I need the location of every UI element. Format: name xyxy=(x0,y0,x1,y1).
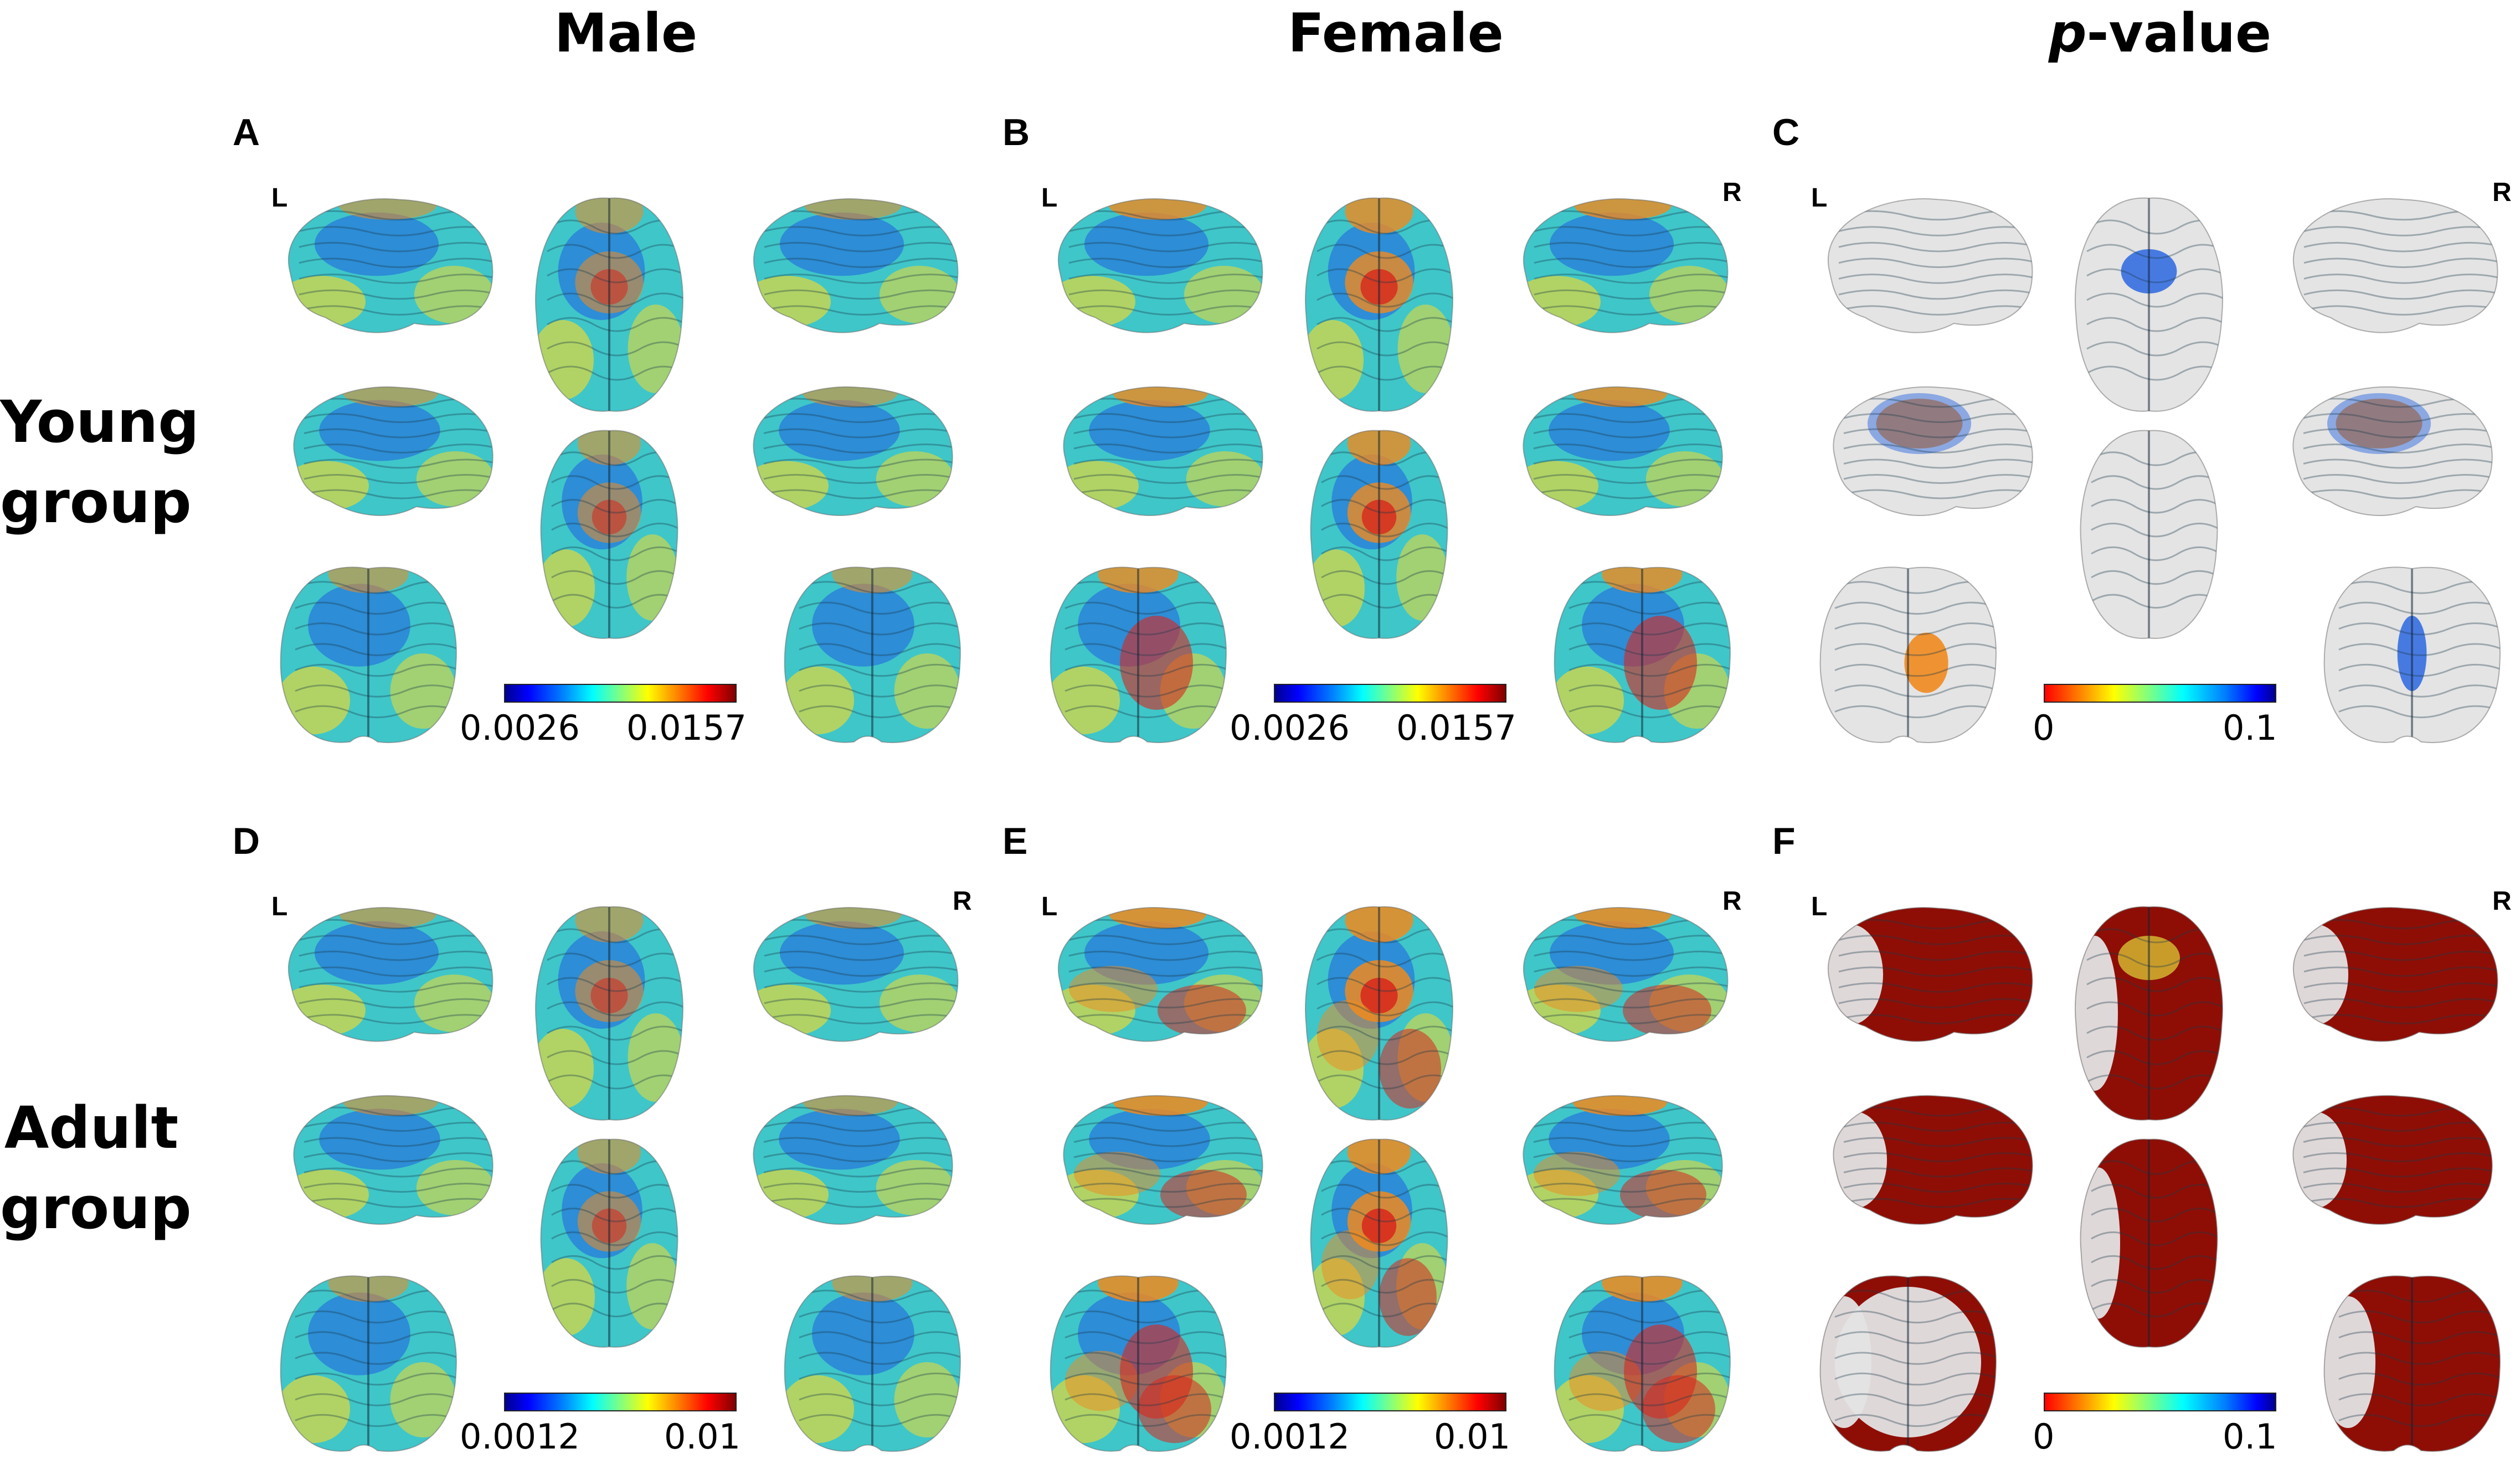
brain-posterior xyxy=(784,566,961,743)
brain-medial-right xyxy=(2292,386,2493,517)
row-header-young-line2: group xyxy=(0,468,192,536)
brain-lateral-left xyxy=(1828,907,2033,1042)
colorbar xyxy=(504,1393,737,1411)
panel-label-e: E xyxy=(1002,820,1028,862)
brain-dorsal xyxy=(2075,197,2223,412)
panel-label-b: B xyxy=(1002,111,1030,153)
hemisphere-label-right: R xyxy=(953,886,972,916)
brain-anterior xyxy=(1050,1275,1227,1452)
colorbar-min-label: 0.0012 xyxy=(1230,1416,1350,1457)
colorbar-min-label: 0.0012 xyxy=(460,1416,580,1457)
hemisphere-label-left: L xyxy=(1041,892,1058,921)
brain-dorsal xyxy=(535,197,683,412)
colorbar-min-label: 0.0026 xyxy=(1230,708,1350,748)
brain-ventral xyxy=(2080,1138,2218,1348)
brain-posterior xyxy=(2323,1275,2501,1452)
panel-label-c: C xyxy=(1772,111,1800,153)
hemisphere-label-right: R xyxy=(1722,886,1742,916)
hemisphere-label-left: L xyxy=(271,892,288,921)
brain-anterior xyxy=(1050,566,1227,743)
colorbar-max-label: 0.01 xyxy=(664,1416,741,1457)
colorbar-max-label: 0.01 xyxy=(1434,1416,1511,1457)
brain-lateral-right xyxy=(2293,198,2498,333)
colorbar-min-label: 0.0026 xyxy=(460,708,580,748)
brain-anterior xyxy=(1819,566,1997,743)
hemisphere-label-right: R xyxy=(1722,178,1742,207)
brain-ventral xyxy=(2080,430,2218,639)
colorbar-max-label: 0.0157 xyxy=(1396,708,1516,748)
colorbar xyxy=(1274,1393,1506,1411)
panel-label-a: A xyxy=(233,111,260,153)
brain-medial-left xyxy=(1063,1095,1263,1225)
colorbar-max-label: 0.0157 xyxy=(626,708,747,748)
brain-dorsal xyxy=(1305,906,1453,1121)
hemisphere-label-left: L xyxy=(1041,183,1058,213)
brain-medial-right xyxy=(1523,386,1723,517)
brain-medial-right xyxy=(753,386,953,517)
colorbar-max-label: 0.1 xyxy=(2223,708,2277,748)
brain-lateral-left xyxy=(1058,198,1263,333)
column-header-female: Female xyxy=(1288,2,1504,64)
colorbar-min-label: 0 xyxy=(2033,708,2055,748)
brain-anterior xyxy=(280,566,457,743)
hemisphere-label-left: L xyxy=(1811,892,1828,921)
brain-ventral xyxy=(540,1138,678,1348)
row-header-young-line1: Young xyxy=(0,388,199,456)
row-header-adult-line2: group xyxy=(0,1174,192,1242)
colorbar-min-label: 0 xyxy=(2033,1416,2055,1457)
brain-lateral-left xyxy=(288,907,493,1042)
brain-medial-left xyxy=(293,386,493,517)
brain-lateral-right xyxy=(1523,198,1729,333)
colorbar xyxy=(2044,684,2276,703)
brain-medial-left xyxy=(1833,1095,2033,1225)
brain-posterior xyxy=(784,1275,961,1452)
brain-posterior xyxy=(2323,566,2501,743)
row-header-young: Young group xyxy=(0,382,199,543)
column-header-pvalue: p-value xyxy=(2048,2,2272,64)
brain-anterior xyxy=(1819,1275,1997,1452)
brain-dorsal xyxy=(535,906,683,1121)
hemisphere-label-left: L xyxy=(271,183,288,213)
brain-lateral-right xyxy=(1523,907,1729,1042)
brain-lateral-left xyxy=(1058,907,1263,1042)
colorbar xyxy=(2044,1393,2276,1411)
brain-ventral xyxy=(1310,1138,1448,1348)
brain-posterior xyxy=(1554,566,1731,743)
brain-lateral-right xyxy=(753,198,959,333)
hemisphere-label-right: R xyxy=(2492,178,2512,207)
brain-lateral-right xyxy=(753,907,959,1042)
panel-label-d: D xyxy=(233,820,260,862)
brain-medial-left xyxy=(1063,386,1263,517)
brain-medial-right xyxy=(753,1095,953,1225)
brain-medial-right xyxy=(1523,1095,1723,1225)
brain-lateral-right xyxy=(2293,907,2498,1042)
colorbar xyxy=(504,684,737,703)
colorbar xyxy=(1274,684,1506,703)
brain-anterior xyxy=(280,1275,457,1452)
colorbar-max-label: 0.1 xyxy=(2223,1416,2277,1457)
panel-label-f: F xyxy=(1772,820,1796,862)
column-header-male: Male xyxy=(554,2,698,64)
brain-medial-left xyxy=(293,1095,493,1225)
brain-ventral xyxy=(540,430,678,639)
brain-dorsal xyxy=(2075,906,2223,1121)
brain-medial-left xyxy=(1833,386,2033,517)
brain-ventral xyxy=(1310,430,1448,639)
row-header-adult-line1: Adult xyxy=(4,1094,179,1162)
brain-lateral-left xyxy=(1828,198,2033,333)
brain-medial-right xyxy=(2292,1095,2493,1225)
brain-lateral-left xyxy=(288,198,493,333)
hemisphere-label-right: R xyxy=(2492,886,2512,916)
row-header-adult: Adult group xyxy=(0,1088,192,1249)
brain-posterior xyxy=(1554,1275,1731,1452)
brain-dorsal xyxy=(1305,197,1453,412)
hemisphere-label-left: L xyxy=(1811,183,1828,213)
